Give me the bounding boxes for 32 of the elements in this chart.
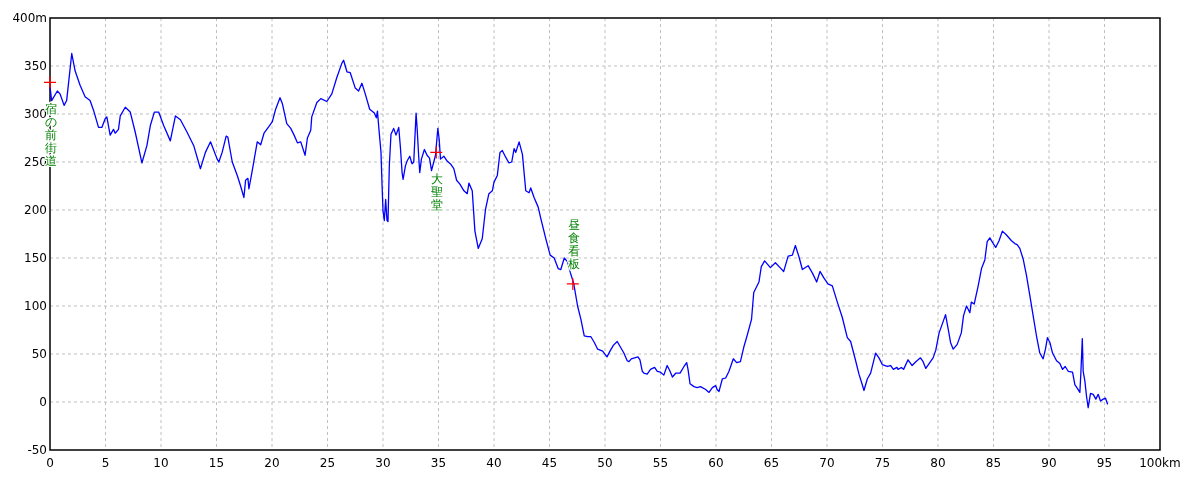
x-tick-label: 100km xyxy=(1139,456,1181,470)
x-tick-label: 75 xyxy=(874,456,891,470)
x-tick-label: 50 xyxy=(597,456,613,470)
x-tick-label: 20 xyxy=(264,456,280,470)
y-tick-label: 250 xyxy=(24,155,47,169)
y-tick-label: 150 xyxy=(24,251,47,265)
x-tick-label: 70 xyxy=(819,456,835,470)
x-tick-label: 60 xyxy=(708,456,724,470)
y-tick-label: 300 xyxy=(24,107,47,121)
y-tick-label: 400m xyxy=(12,11,47,25)
x-tick-label: 40 xyxy=(486,456,502,470)
x-tick-label: 30 xyxy=(375,456,391,470)
x-tick-label: 65 xyxy=(763,456,780,470)
y-tick-label: 100 xyxy=(24,299,47,313)
annotation: 昼食看板 xyxy=(566,217,580,271)
y-tick-label: 350 xyxy=(24,59,47,73)
x-tick-label: 85 xyxy=(985,456,1002,470)
x-tick-label: 95 xyxy=(1096,456,1113,470)
y-tick-label: 200 xyxy=(24,203,47,217)
annotation: 大聖堂 xyxy=(431,172,444,213)
x-tick-label: 90 xyxy=(1041,456,1057,470)
y-tick-label: 0 xyxy=(39,395,47,409)
x-tick-label: 15 xyxy=(208,456,225,470)
x-tick-label: 25 xyxy=(319,456,336,470)
x-tick-label: 35 xyxy=(430,456,447,470)
y-tick-label: -50 xyxy=(27,443,47,457)
x-tick-label: 10 xyxy=(153,456,169,470)
x-tick-label: 80 xyxy=(930,456,946,470)
y-tick-label: 50 xyxy=(31,347,47,361)
x-tick-label: 5 xyxy=(101,456,110,470)
x-tick-label: 45 xyxy=(541,456,558,470)
x-tick-label: 55 xyxy=(652,456,669,470)
